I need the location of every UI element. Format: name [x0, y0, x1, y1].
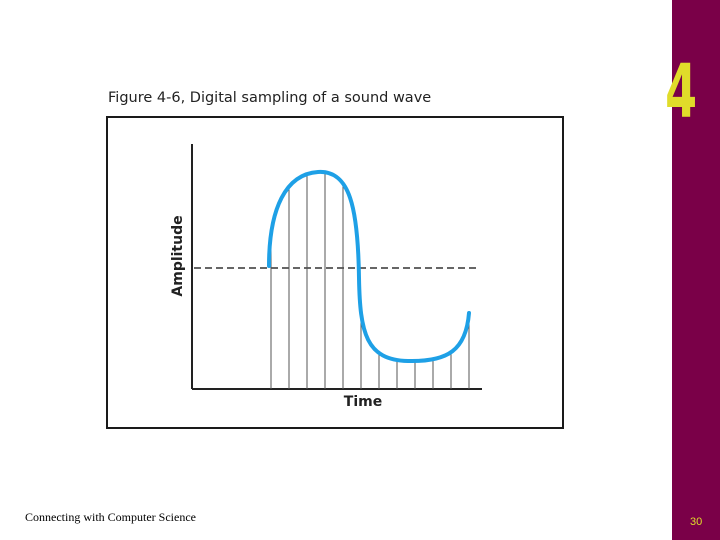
x-axis-label: Time	[344, 394, 382, 410]
figure-frame: Amplitude Time	[106, 116, 564, 429]
sampling-diagram: Amplitude Time	[170, 144, 482, 410]
sound-wave	[267, 169, 471, 364]
page-number: 30	[690, 516, 703, 528]
y-axis-label: Amplitude	[170, 215, 186, 296]
footer-text: Connecting with Computer Science	[25, 510, 196, 524]
slide-sidebar	[672, 0, 720, 540]
figure-title: Figure 4-6, Digital sampling of a sound …	[108, 90, 432, 106]
chapter-number: 4	[665, 49, 698, 135]
